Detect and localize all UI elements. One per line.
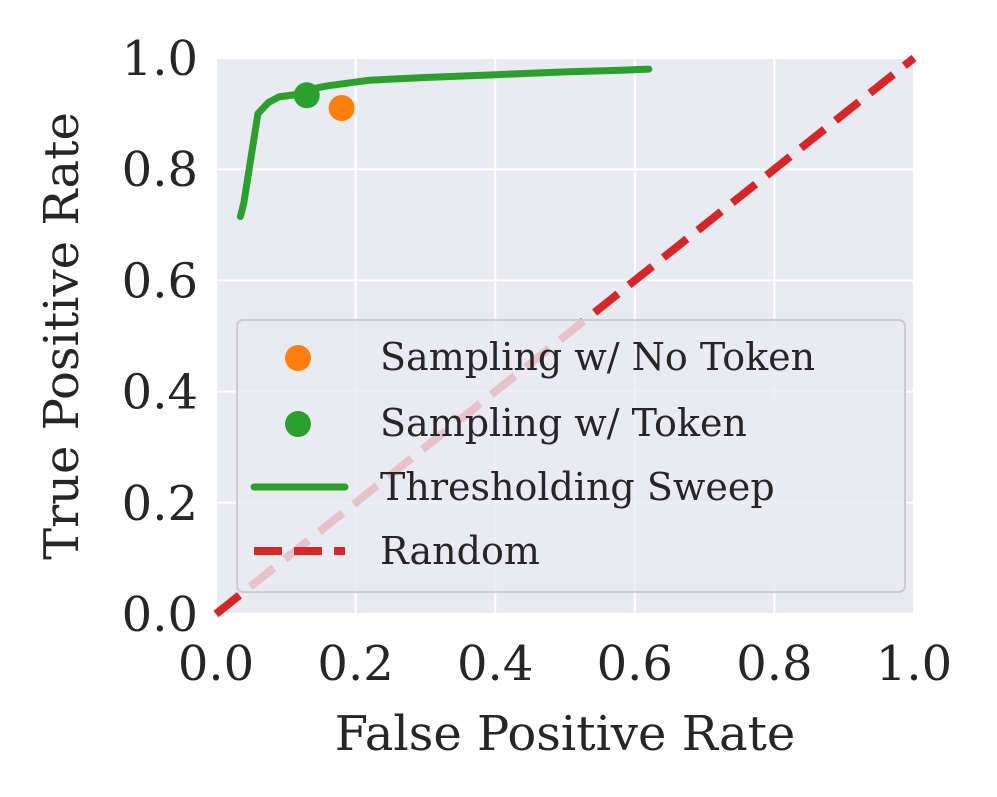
legend: Sampling w/ No Token Sampling w/ Token T… bbox=[236, 319, 906, 593]
x-tick-label: 0.0 bbox=[178, 636, 254, 692]
y-axis-label: True Positive Rate bbox=[34, 112, 90, 560]
x-tick-label: 0.2 bbox=[317, 636, 393, 692]
x-tick-label: 0.8 bbox=[736, 636, 812, 692]
y-tick-label: 1.0 bbox=[122, 31, 198, 87]
legend-label-token: Sampling w/ Token bbox=[380, 401, 747, 445]
thresholding-sweep-line bbox=[236, 65, 653, 220]
token-point bbox=[293, 82, 320, 109]
legend-marker-token bbox=[285, 411, 311, 437]
y-tick-label: 0.4 bbox=[122, 365, 198, 421]
legend-label-sweep: Thresholding Sweep bbox=[380, 465, 775, 509]
legend-label-no-token: Sampling w/ No Token bbox=[380, 335, 815, 379]
y-tick-label: 0.2 bbox=[122, 476, 198, 532]
y-tick-label: 0.6 bbox=[122, 253, 198, 309]
series-scatter-points bbox=[293, 82, 355, 122]
no-token-point bbox=[328, 95, 355, 122]
y-tick-label: 0.8 bbox=[122, 142, 198, 198]
y-tick-labels: 0.0 0.2 0.4 0.6 0.8 1.0 bbox=[122, 31, 198, 643]
legend-label-random: Random bbox=[380, 529, 540, 573]
y-tick-label: 0.0 bbox=[122, 587, 198, 643]
x-axis-label: False Positive Rate bbox=[335, 706, 796, 762]
series-thresholding-sweep bbox=[236, 65, 653, 220]
x-tick-labels: 0.0 0.2 0.4 0.6 0.8 1.0 bbox=[178, 636, 952, 692]
x-tick-label: 0.4 bbox=[457, 636, 533, 692]
legend-marker-no-token bbox=[285, 345, 311, 371]
x-tick-label: 0.6 bbox=[597, 636, 673, 692]
x-tick-label: 1.0 bbox=[876, 636, 952, 692]
legend-frame bbox=[236, 319, 906, 593]
